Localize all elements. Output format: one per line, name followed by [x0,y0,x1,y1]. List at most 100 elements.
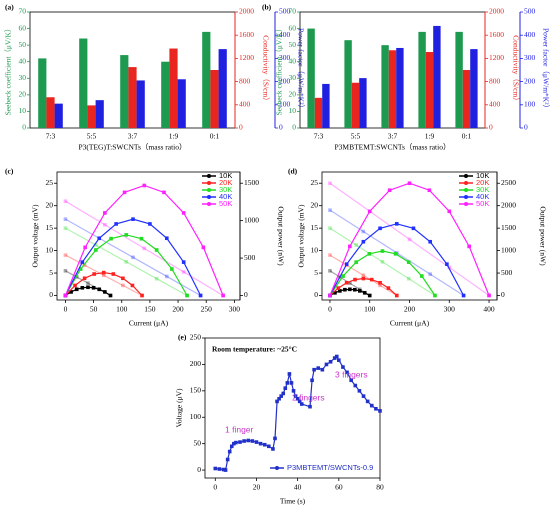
data-point [92,272,96,276]
data-point [361,239,366,244]
data-point [447,209,452,214]
data-point [140,293,144,298]
data-point [103,222,107,227]
x-tick-label: 300 [229,305,241,314]
axis-label: Output voltage (mV) [31,204,40,267]
data-point [229,444,234,449]
y-tick-label: 20 [19,90,27,99]
legend-label: 30K [219,185,232,194]
x-tick-label: 100 [364,305,376,314]
data-point [221,467,226,472]
y-tick-label: 40 [289,56,297,65]
panel-label: (e) [178,333,187,342]
y-tick-label: 400 [524,30,536,39]
data-point [354,260,359,264]
bar [307,28,315,129]
data-point [369,403,374,408]
data-point [94,248,98,252]
y-tick-label: 0 [279,123,283,132]
data-point [386,286,391,290]
legend-label: 40K [219,192,232,201]
data-point [378,280,382,285]
legend-label: 10K [219,171,232,180]
y-tick-label: 15 [46,223,54,232]
bar [38,58,47,128]
data-point [353,287,357,292]
y-tick-label: 1000 [501,245,516,254]
bar [322,83,330,128]
data-point [217,467,222,471]
y-tick-label: 70 [19,7,27,16]
y-tick-label: 60 [289,23,297,32]
bar [462,70,471,128]
legend-marker [207,195,211,199]
data-line [65,254,143,297]
data-point [332,356,337,360]
data-point [170,267,174,271]
data-point [336,286,341,290]
y-tick-label: 0 [22,123,26,132]
data-point [63,217,68,221]
data-point [165,236,169,241]
data-point [357,289,362,293]
x-tick-label: 0 [64,305,68,314]
x-tick-label: 20 [253,483,261,492]
data-point [80,260,85,264]
bar [46,97,55,128]
y-tick-label: 500 [244,253,256,262]
data-point [283,386,288,390]
bar [425,52,434,128]
data-point [345,370,349,375]
data-line [329,254,398,297]
data-point [407,237,412,242]
data-point [367,293,372,298]
panel-label: (d) [288,167,298,176]
panel-label: (b) [262,3,272,12]
data-point [361,276,366,281]
y-tick-label: 100 [524,100,536,109]
data-point [387,188,392,193]
x-tick-label: 250 [201,305,213,314]
y-tick-label: 200 [279,76,291,85]
data-point [354,243,359,247]
x-tick-label: 200 [404,305,416,314]
annotation: Room temperature: ~25°C [212,345,297,354]
data-point [461,293,466,298]
data-point [420,274,424,278]
data-point [97,287,102,292]
data-point [380,249,385,253]
data-line [65,227,188,297]
axis-label: Power factor（μW/m*K²） [296,28,305,112]
data-point [333,291,337,295]
x-axis-label: P3MBTEMT:SWCNTs（mass ratio） [335,143,451,152]
data-point [97,236,102,241]
y-tick-label: 25 [46,178,54,187]
data-point [78,267,83,271]
bar [128,67,137,128]
legend-marker [464,188,468,192]
bar [218,49,227,129]
y-tick-label: 20 [311,200,319,209]
data-point [320,367,325,372]
y-tick-label: 50 [289,40,297,49]
data-point [428,272,432,276]
y-tick-label: 800 [239,76,251,85]
data-point [328,208,332,212]
y-tick-label: 10 [311,245,319,254]
axis-label: Output power (nW) [538,206,547,266]
data-point [162,190,166,195]
data-point [353,277,357,282]
data-point [101,273,106,278]
data-point [227,449,232,454]
y-tick-label: 2000 [239,7,254,16]
y-tick-label: 5 [314,268,318,277]
data-point [285,381,290,385]
data-point [281,391,286,396]
x-axis-label: P3(TEG)T:SWCNTs（mass ratio） [78,143,186,152]
bar [455,31,463,129]
data-point [74,287,79,292]
legend-label: 20K [219,178,232,187]
y-tick-label: 250 [190,333,202,342]
data-point [328,293,332,298]
